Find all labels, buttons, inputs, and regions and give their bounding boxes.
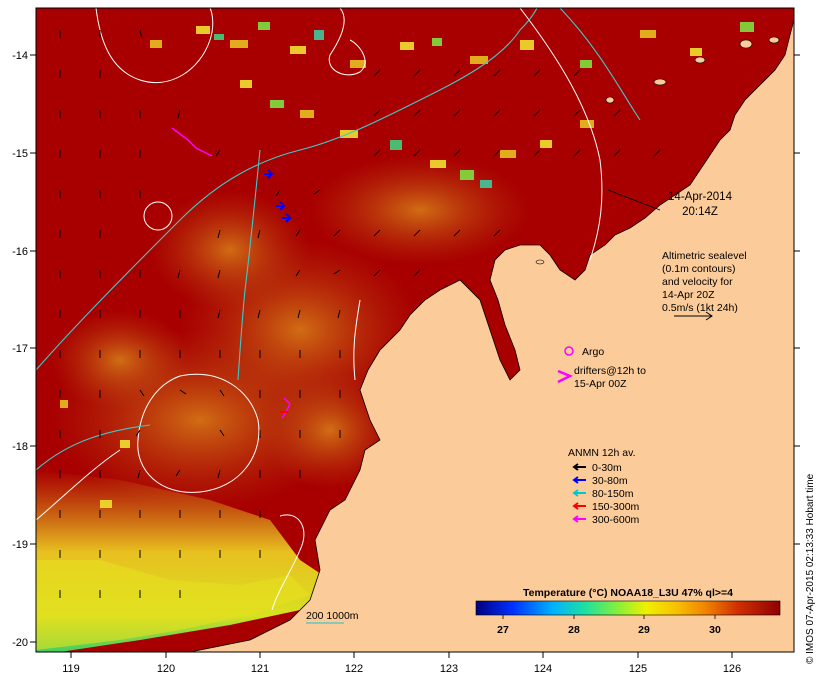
argo-circle-icon: [564, 346, 574, 356]
y-tick-labels: -14 -15 -16 -17 -18 -19 -20: [12, 50, 28, 649]
credit-text: © IMOS 07-Apr-2015 02:13:33 Hobart time: [805, 473, 816, 664]
isobath-legend-label: 200 1000m: [306, 610, 359, 622]
x-tick-labels: 119 120 121 122 123 124 125 126: [62, 663, 741, 675]
anmn-moorings: [264, 169, 292, 413]
velocity-arrows: [59, 29, 661, 598]
colorbar-scale: [475, 600, 781, 616]
colorbar-tick-label: 28: [568, 624, 580, 636]
x-tick-label: 123: [440, 663, 458, 675]
timestamp-annotation: 14-Apr-2014 20:14Z: [607, 189, 733, 218]
drifters-legend: drifters@12h to 15-Apr 00Z: [557, 365, 646, 390]
anmn-item-label: 0-30m: [592, 462, 622, 474]
drifter-chevron-icon: [557, 369, 574, 384]
x-tick-label: 119: [62, 663, 80, 675]
anmn-item: 0-30m: [572, 462, 622, 474]
sst-warm-patches: [36, 155, 530, 652]
colorbar-title: Temperature (°C) NOAA18_L3U 47% ql>=4: [523, 587, 733, 599]
land-mass: [189, 8, 794, 652]
anmn-item-label: 150-300m: [592, 501, 640, 513]
x-tick-label: 122: [345, 663, 363, 675]
altimetric-line: (0.1m contours): [662, 263, 736, 275]
islands: [535, 36, 780, 265]
argo-label: Argo: [582, 346, 604, 358]
anmn-arrow-icon: [572, 476, 586, 484]
colorbar: Temperature (°C) NOAA18_L3U 47% ql>=4 27…: [475, 587, 781, 636]
anmn-arrow-icon: [572, 515, 586, 523]
anmn-item: 30-80m: [572, 475, 628, 487]
isobaths: [36, 8, 641, 471]
drifters-line: 15-Apr 00Z: [574, 378, 627, 390]
timestamp-time: 20:14Z: [682, 206, 718, 218]
anmn-legend: ANMN 12h av. 0-30m 30-80m 80-150m 150-30…: [568, 447, 640, 526]
anmn-arrow-icon: [572, 502, 586, 510]
x-tick-label: 120: [157, 663, 175, 675]
argo-legend: Argo: [564, 346, 604, 358]
plot-frame: [35, 7, 795, 653]
anmn-item-label: 30-80m: [592, 475, 628, 487]
colorbar-tick-label: 27: [497, 624, 509, 636]
x-tick-label: 126: [723, 663, 741, 675]
anmn-item: 150-300m: [572, 501, 640, 513]
x-tick-label: 124: [534, 663, 552, 675]
altimetric-line: 0.5m/s (1kt 24h): [662, 302, 738, 314]
anmn-title: ANMN 12h av.: [568, 447, 636, 459]
anmn-item-label: 300-600m: [592, 514, 640, 526]
x-tick-label: 125: [629, 663, 647, 675]
y-tick-label: -20: [12, 637, 28, 649]
timestamp-date: 14-Apr-2014: [668, 191, 733, 203]
altimetric-line: and velocity for: [662, 276, 733, 288]
timestamp-leader: [607, 189, 661, 211]
y-tick-label: -16: [12, 246, 28, 258]
x-tick-label: 121: [251, 663, 269, 675]
colorbar-tick-label: 30: [709, 624, 721, 636]
x-axis: [70, 652, 733, 658]
y-tick-label: -15: [12, 148, 28, 160]
sealevel-contours: [36, 8, 603, 611]
plot-area: [36, 8, 794, 652]
y-tick-label: -17: [12, 343, 28, 355]
anmn-item: 80-150m: [572, 488, 634, 500]
sst-cool-speckles: [60, 22, 754, 508]
altimetric-line: Altimetric sealevel: [662, 250, 747, 262]
scale-arrow-icon: [674, 311, 713, 321]
anmn-arrow-icon: [572, 489, 586, 497]
altimetric-legend: Altimetric sealevel (0.1m contours) and …: [662, 250, 747, 321]
anmn-item: 300-600m: [572, 514, 640, 526]
y-axis: [30, 54, 800, 643]
drifters-line: drifters@12h to: [574, 365, 646, 377]
anmn-item-label: 80-150m: [592, 488, 634, 500]
y-tick-label: -18: [12, 441, 28, 453]
anmn-arrow-icon: [572, 463, 586, 471]
y-tick-label: -14: [12, 50, 28, 62]
drifter-tracks: [171, 127, 291, 419]
colorbar-tick-label: 29: [638, 624, 650, 636]
altimetric-line: 14-Apr 20Z: [662, 289, 715, 301]
y-tick-label: -19: [12, 539, 28, 551]
